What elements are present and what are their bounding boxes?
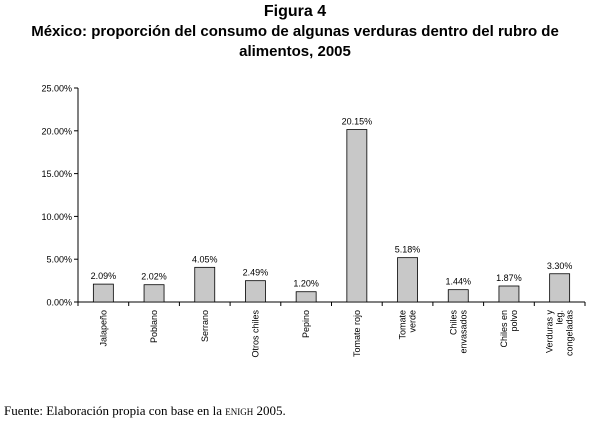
figure-number: Figura 4: [263, 3, 327, 20]
category-label: Otros chiles: [250, 310, 260, 358]
bar: [143, 284, 165, 303]
y-tick-label: 20.00%: [41, 126, 72, 136]
bar: [346, 129, 368, 303]
data-label: 1.44%: [445, 277, 471, 287]
category-label: leg.: [555, 310, 565, 325]
category-label: Pepino: [301, 310, 311, 338]
data-label: 1.20%: [293, 279, 319, 289]
y-tick-label: 10.00%: [41, 212, 72, 222]
category-label: congeladas: [565, 310, 575, 357]
category-label: Chiles: [448, 310, 458, 336]
data-label: 2.09%: [91, 271, 117, 281]
bar: [397, 257, 418, 303]
category-label: envasados: [458, 310, 468, 354]
y-tick-label: 15.00%: [41, 169, 72, 179]
data-label: 1.87%: [496, 273, 522, 283]
data-label: 3.30%: [547, 261, 573, 271]
category-label: Tomate rojo: [352, 310, 362, 357]
bar: [245, 280, 266, 303]
chart-title: México: proporción del consumo de alguna…: [31, 23, 559, 60]
y-tick-label: 25.00%: [41, 84, 72, 94]
data-label: 2.49%: [243, 268, 269, 278]
bar-chart: 0.00% 5.00% 10.00% 15.00% 20.00% 25.00% 2.09% J…: [41, 84, 586, 358]
source-note: Fuente: Elaboración propia con base en l…: [4, 403, 286, 419]
category-label: Poblano: [149, 310, 159, 343]
source-prefix: Fuente: Elaboración propia con base en l…: [4, 403, 226, 418]
data-label: 20.15%: [342, 117, 373, 127]
data-label: 5.18%: [395, 245, 421, 255]
category-label: Jalapeño: [98, 310, 108, 347]
category-label: polvo: [509, 310, 519, 332]
category-label: Chiles en: [499, 310, 509, 348]
category-label: Verduras y: [545, 310, 555, 354]
data-label: 2.02%: [141, 272, 167, 282]
category-label: Serrano: [200, 310, 210, 342]
bar: [498, 285, 520, 303]
bar: [295, 291, 317, 303]
y-tick-label: 0.00%: [46, 298, 72, 308]
y-tick-label: 5.00%: [46, 255, 72, 265]
bar: [92, 283, 114, 303]
category-label: Tomate: [398, 310, 408, 340]
source-acronym: ENIGH: [225, 403, 254, 418]
bar: [549, 273, 571, 303]
category-label: verde: [408, 310, 418, 333]
source-suffix: 2005.: [253, 403, 286, 418]
bar: [194, 266, 216, 303]
bar: [447, 289, 469, 303]
data-label: 4.05%: [192, 254, 218, 264]
